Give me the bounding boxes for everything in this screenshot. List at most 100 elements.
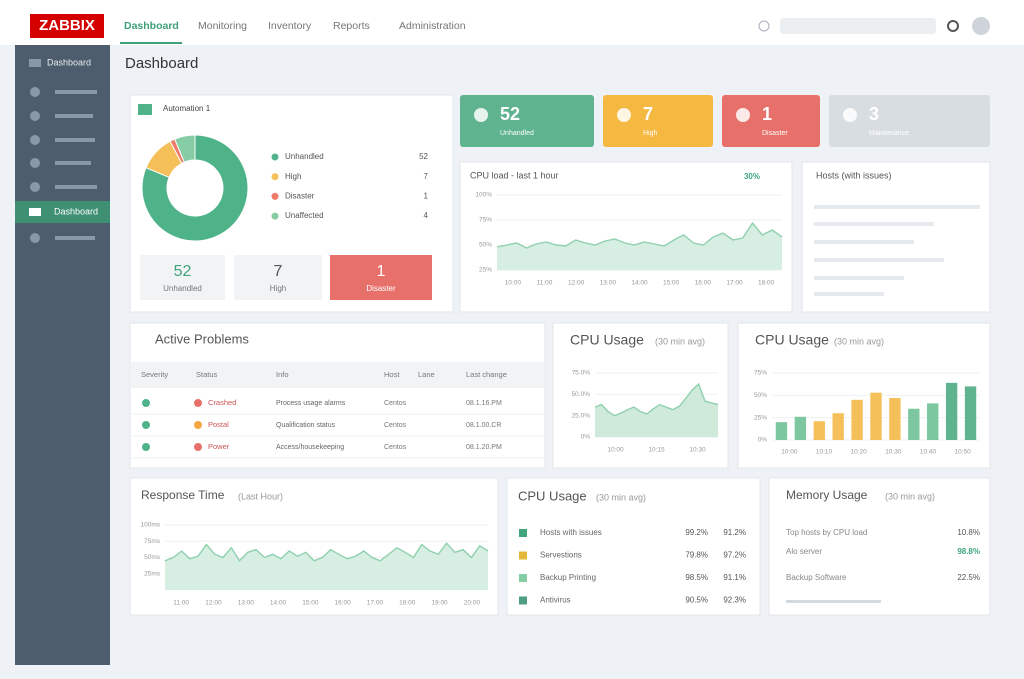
row-value: 92.3% [723,596,746,605]
legend-label: Unhandled [285,152,324,161]
badge: 30% [744,172,760,181]
row-value: 99.2% [685,528,708,537]
row-value: 98.5% [685,573,708,582]
status-tile [829,95,990,147]
status-text: Power [208,442,230,451]
x-tick-label: 18:00 [758,280,775,287]
x-tick-label: 14:00 [631,280,648,287]
y-tick-label: 75.0% [572,370,591,377]
info-text: Access/housekeeping [276,444,344,451]
x-tick-label: 10:00 [607,447,624,454]
row-label: Alo server [786,547,822,556]
y-tick-label: 50% [754,392,767,399]
widget-title: Hosts (with issues) [816,170,892,180]
x-tick-label: 11:00 [173,600,189,607]
x-tick-label: 15:00 [302,600,319,607]
x-tick-label: 20:00 [464,600,481,607]
line [496,221,783,249]
legend-label: Disaster [285,192,315,201]
column-header: Last change [466,370,507,379]
row-value: 91.2% [723,528,746,537]
x-tick-label: 18:00 [399,600,416,607]
x-tick-label: 12:00 [205,600,222,607]
nav-item[interactable]: Inventory [268,20,312,32]
row-label: Top hosts by CPU load [786,528,867,537]
tile-icon [736,108,750,122]
tile-value: 1 [762,104,772,124]
widget-title: Active Problems [155,331,249,346]
sidebar-placeholders [29,59,97,243]
table-header-bg [131,362,544,388]
widget-title: CPU Usage [570,332,644,348]
status-tile [603,95,713,147]
legend-value: 52 [419,152,428,161]
help-icon[interactable] [947,20,959,32]
last-change: 08.1.20.PM [466,444,502,451]
bar [832,413,844,440]
sidebar-item[interactable]: Dashboard [47,57,91,67]
donut-slice [141,134,249,242]
line [164,542,489,562]
x-tick-label: 10:10 [816,449,833,456]
widget-title: Response Time [141,488,225,502]
column-header: Info [276,370,289,379]
bar [775,422,788,440]
sidebar-item[interactable]: Dashboard [54,206,98,216]
column-header: Host [384,370,400,379]
legend-value: 4 [424,211,429,220]
legend-value: 1 [424,192,429,201]
stat-value: 52 [174,263,192,280]
nav-item[interactable]: Dashboard [124,20,179,32]
host-text: Centos [384,422,407,429]
status-text: Crashed [208,398,236,407]
tile-value: 3 [869,104,879,124]
row-value: 90.5% [685,596,708,605]
row-label: Backup Software [786,573,847,582]
tile-icon [843,108,857,122]
y-tick-label: 75ms [144,538,161,545]
search-box[interactable] [780,18,936,34]
row-swatch [519,529,527,537]
search-icon[interactable] [758,20,770,32]
severity-icon [142,399,150,407]
x-tick-label: 10:15 [648,447,665,454]
stat-value: 1 [377,263,386,280]
response-panel [129,477,499,616]
nav-item[interactable]: Administration [399,20,466,32]
tile-icon [617,108,631,122]
y-tick-label: 75% [479,217,492,224]
cpu-load-panel [459,161,793,313]
row-value: 10.8% [957,528,980,537]
row-value: 22.5% [957,573,980,582]
avatar[interactable] [972,17,990,35]
status-dot [194,421,202,429]
row-value: 97.2% [723,551,746,560]
widget-title: CPU Usage [755,332,829,348]
nav-item[interactable]: Reports [333,20,370,32]
y-tick-label: 50.0% [572,391,591,398]
status-dot [194,399,202,407]
y-tick-label: 50ms [144,554,161,561]
legend-dot [271,212,279,220]
widget-title: Memory Usage [786,488,868,502]
widget-subtitle: (30 min avg) [596,492,646,502]
row-value: 91.1% [723,573,746,582]
tile-icon [474,108,488,122]
legend-dot [271,173,279,181]
row-swatch [519,574,527,582]
x-tick-label: 10:00 [781,449,798,456]
widget-subtitle: (30 min avg) [655,336,705,346]
page-title: Dashboard [125,55,198,72]
bar [964,386,977,440]
nav-item[interactable]: Monitoring [198,20,247,32]
x-tick-label: 13:00 [600,280,617,287]
y-tick-label: 25% [754,414,767,421]
stat-box [234,255,322,300]
stat-value: 7 [274,263,283,280]
y-tick-label: 25.0% [572,412,591,419]
tile-value: 7 [643,104,653,124]
tile-label: High [643,130,658,137]
nav-underline [120,42,182,44]
bar [794,416,807,440]
